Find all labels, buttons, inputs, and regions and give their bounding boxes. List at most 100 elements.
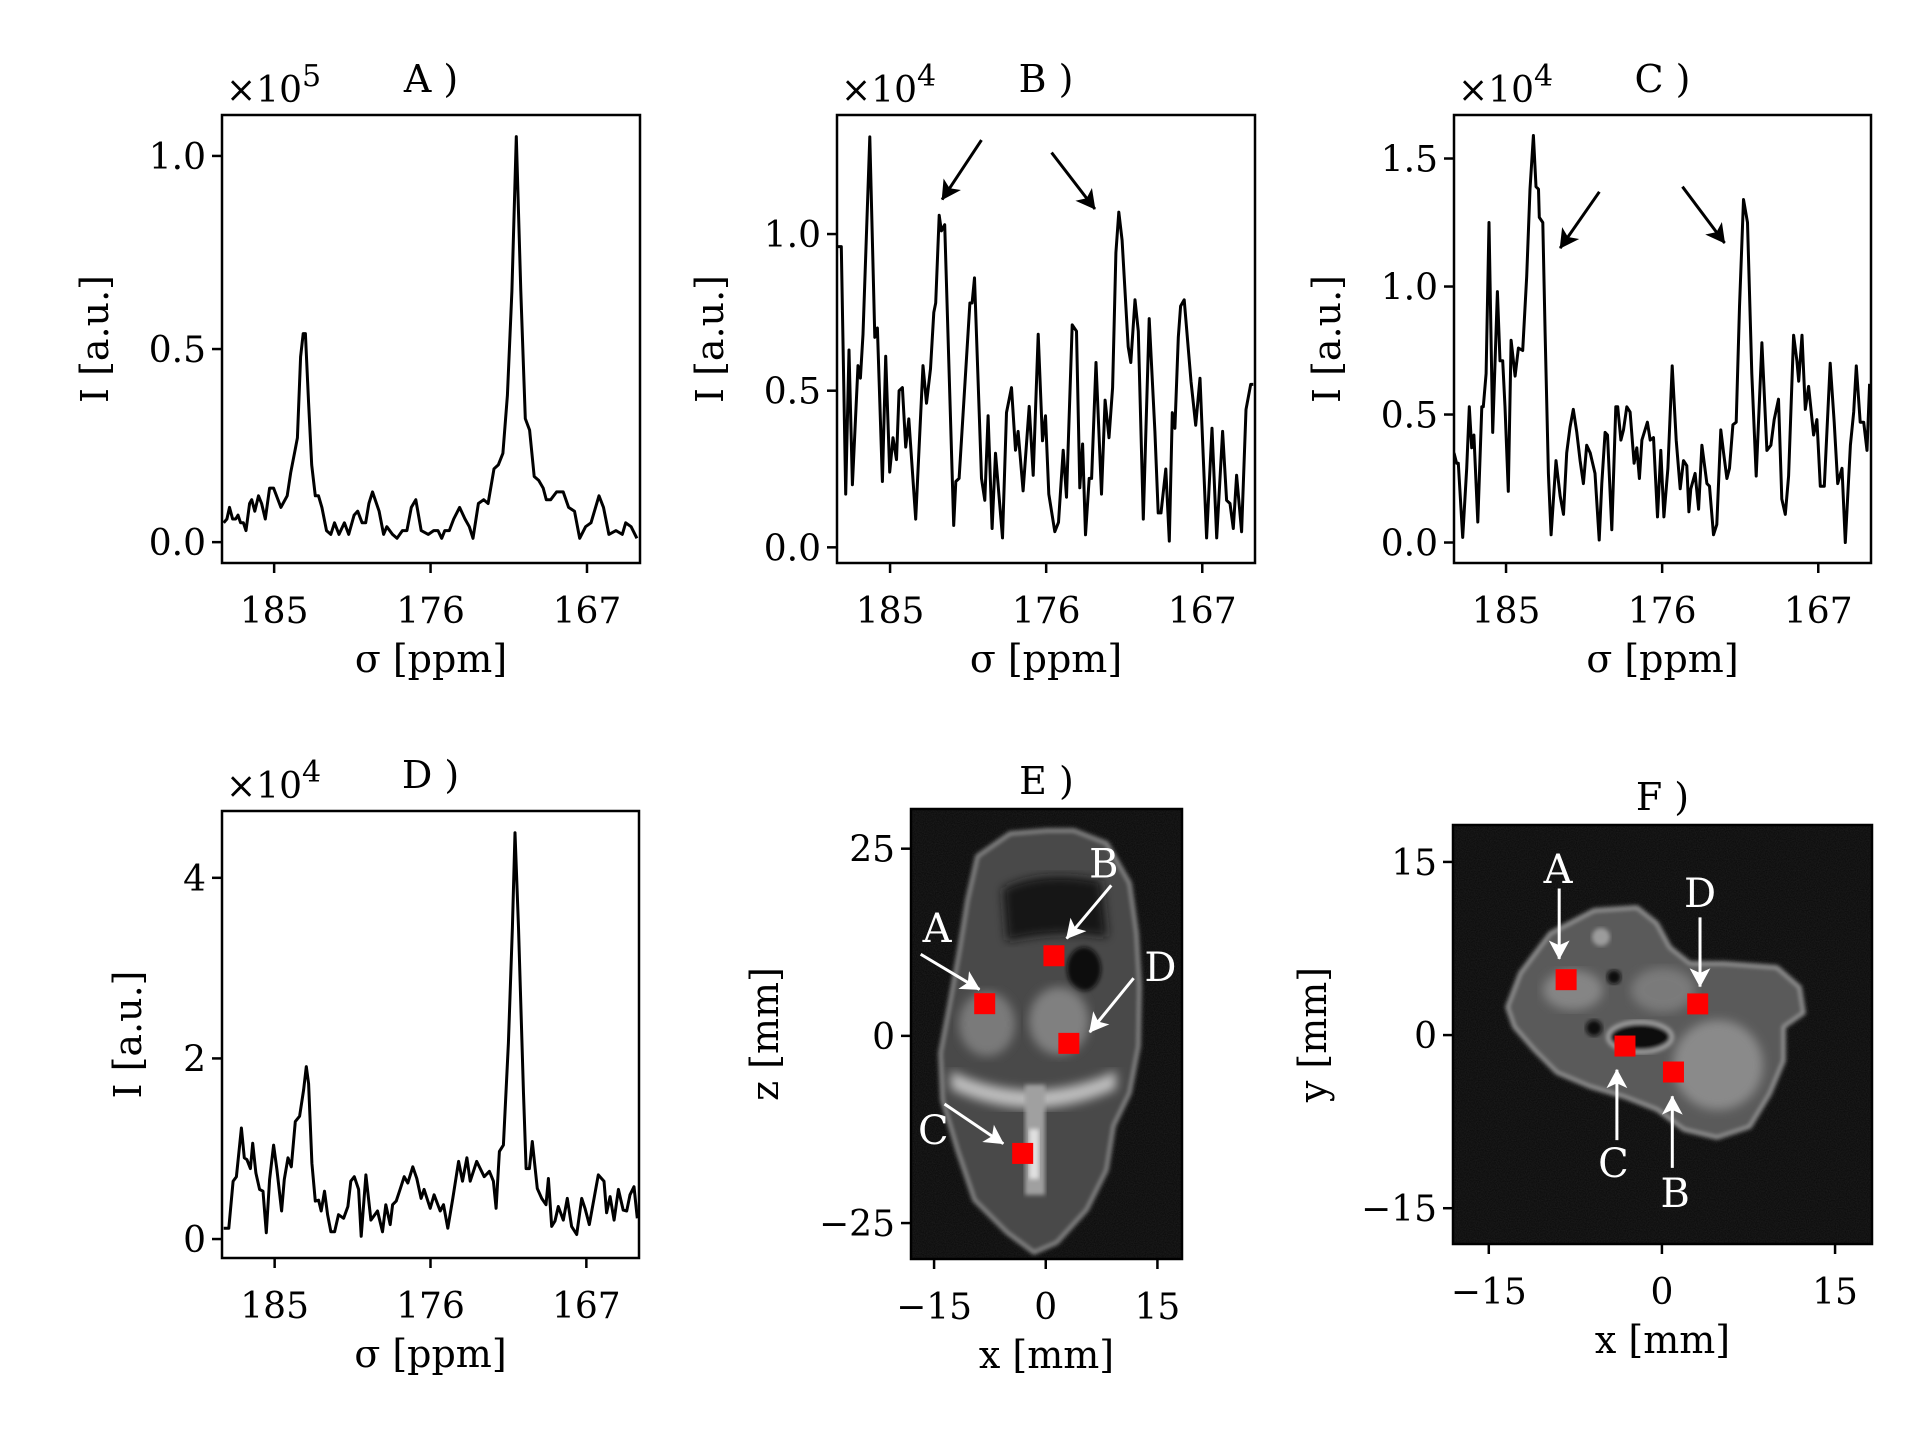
y-tick-label: 1.0 [764,215,821,256]
offset-text: ×104 [1458,59,1553,111]
panel-F: A BC D −15 0 15 −15 0 15 F ) x [mm] y [mm] [1291,775,1874,1362]
roi-marker-A [1555,969,1577,991]
panel-title: B ) [1019,57,1074,101]
spectrum-line-C [1454,134,1871,544]
offset-base: ×10 [226,766,302,807]
y-axis-label: z [mm] [743,967,787,1101]
x-tick-label: 185 [240,1286,309,1327]
x-tick-label: 167 [1168,591,1237,632]
y-axis-label: I [a.u.] [1305,275,1349,403]
offset-base: ×10 [226,70,302,111]
y-tick-label: 0 [1414,1016,1437,1057]
marker-label-B: B [1089,842,1118,888]
y-axis-label: I [a.u.] [688,275,732,403]
y-tick-label: 0.0 [149,523,206,564]
mri-image-clip [1453,825,1872,1244]
marker-arrow-C [943,1102,1005,1145]
x-tick-label: −15 [1451,1272,1527,1313]
panel-E: A B C D −15 0 15 −25 0 25 E ) x [mm] z [mm] [743,759,1184,1377]
panel-title: A ) [403,57,458,101]
offset-exponent: 4 [917,59,936,94]
x-tick-label: 185 [856,591,925,632]
spectrum-line-D [223,831,639,1238]
marker-label-C: C [1598,1141,1629,1187]
x-tick-label: 167 [553,591,622,632]
y-tick-label: 1.0 [149,137,206,178]
roi-marker-A [974,993,996,1015]
axes-frame [220,113,642,565]
x-tick-label: 167 [1784,591,1853,632]
y-tick-label: 1.5 [1381,140,1438,181]
bright-spot [1592,928,1610,946]
offset-exponent: 4 [302,755,321,790]
marker-arrow-B [1065,884,1113,940]
y-tick-label: 0 [183,1220,206,1261]
x-tick-label: 176 [1628,591,1697,632]
mri-image-E [911,809,1182,1259]
x-tick-label: 176 [396,1286,465,1327]
marker-label-A: A [922,906,953,952]
offset-text: ×104 [226,755,321,807]
y-tick-label: 25 [849,830,895,871]
stomach-region [1067,947,1101,991]
muscle-region [1673,1020,1763,1110]
panel-title: D ) [402,753,459,797]
peak-arrow-2 [1681,185,1726,244]
y-tick-label: 0.0 [764,528,821,569]
x-axis-label: x [mm] [979,1333,1114,1377]
panel-title: F ) [1636,775,1689,819]
x-tick-label: 15 [1812,1272,1858,1313]
y-tick-label: −25 [819,1204,895,1245]
y-tick-label: 0 [872,1017,895,1058]
panel-C: ×104 185 176 167 0.0 0.5 1.0 1.5 C ) σ [ppm] I [a.… [1305,57,1873,681]
spine-canal [1607,970,1621,984]
y-tick-label: 1.0 [1381,268,1438,309]
panel-title: C ) [1635,57,1691,101]
x-tick-label: 176 [1012,591,1081,632]
x-tick-label: 15 [1135,1287,1181,1328]
offset-text: ×104 [841,59,936,111]
y-axis-label: y [mm] [1291,967,1335,1103]
marker-label-C: C [918,1108,949,1154]
spectrum-line-B [837,135,1254,543]
roi-marker-D [1687,993,1709,1015]
x-tick-label: 176 [396,591,465,632]
y-tick-label: 2 [183,1039,206,1080]
small-cavity [1586,1020,1602,1036]
offset-base: ×10 [1458,70,1534,111]
x-tick-label: 167 [552,1286,621,1327]
offset-text: ×105 [226,59,321,111]
panel-A: ×105 185 176 167 0.0 0.5 1.0 A ) σ [ppm] I [a.u.] [73,57,642,681]
peak-arrow-1 [940,139,983,201]
x-tick-label: 0 [1034,1287,1057,1328]
roi-marker-D [1058,1032,1080,1054]
x-axis-label: x [mm] [1595,1318,1730,1362]
spectrum-line-A [222,135,639,540]
x-tick-label: 185 [240,591,309,632]
x-tick-label: −15 [896,1287,972,1328]
panel-title: E ) [1019,759,1074,803]
roi-marker-C [1614,1035,1636,1057]
axes-frame [835,113,1257,565]
x-axis-label: σ [ppm] [355,637,507,681]
offset-base: ×10 [841,70,917,111]
marker-label-B: B [1660,1171,1689,1217]
marker-label-D: D [1684,871,1716,917]
y-tick-label: 15 [1391,843,1437,884]
organ-right [1631,968,1695,1012]
y-tick-label: 0.5 [764,372,821,413]
spine-bright [1029,1129,1039,1179]
y-tick-label: 0.5 [149,330,206,371]
x-axis-label: σ [ppm] [1586,637,1738,681]
marker-label-D: D [1144,945,1176,991]
offset-exponent: 5 [302,59,321,94]
roi-marker-B [1662,1061,1684,1083]
marker-arrow-A [919,952,981,991]
y-tick-label: 0.0 [1381,524,1438,565]
x-tick-label: 185 [1472,591,1541,632]
y-tick-label: −15 [1361,1189,1437,1230]
mri-image-clip [911,809,1182,1259]
y-tick-label: 4 [183,859,206,900]
roi-marker-C [1012,1142,1034,1164]
